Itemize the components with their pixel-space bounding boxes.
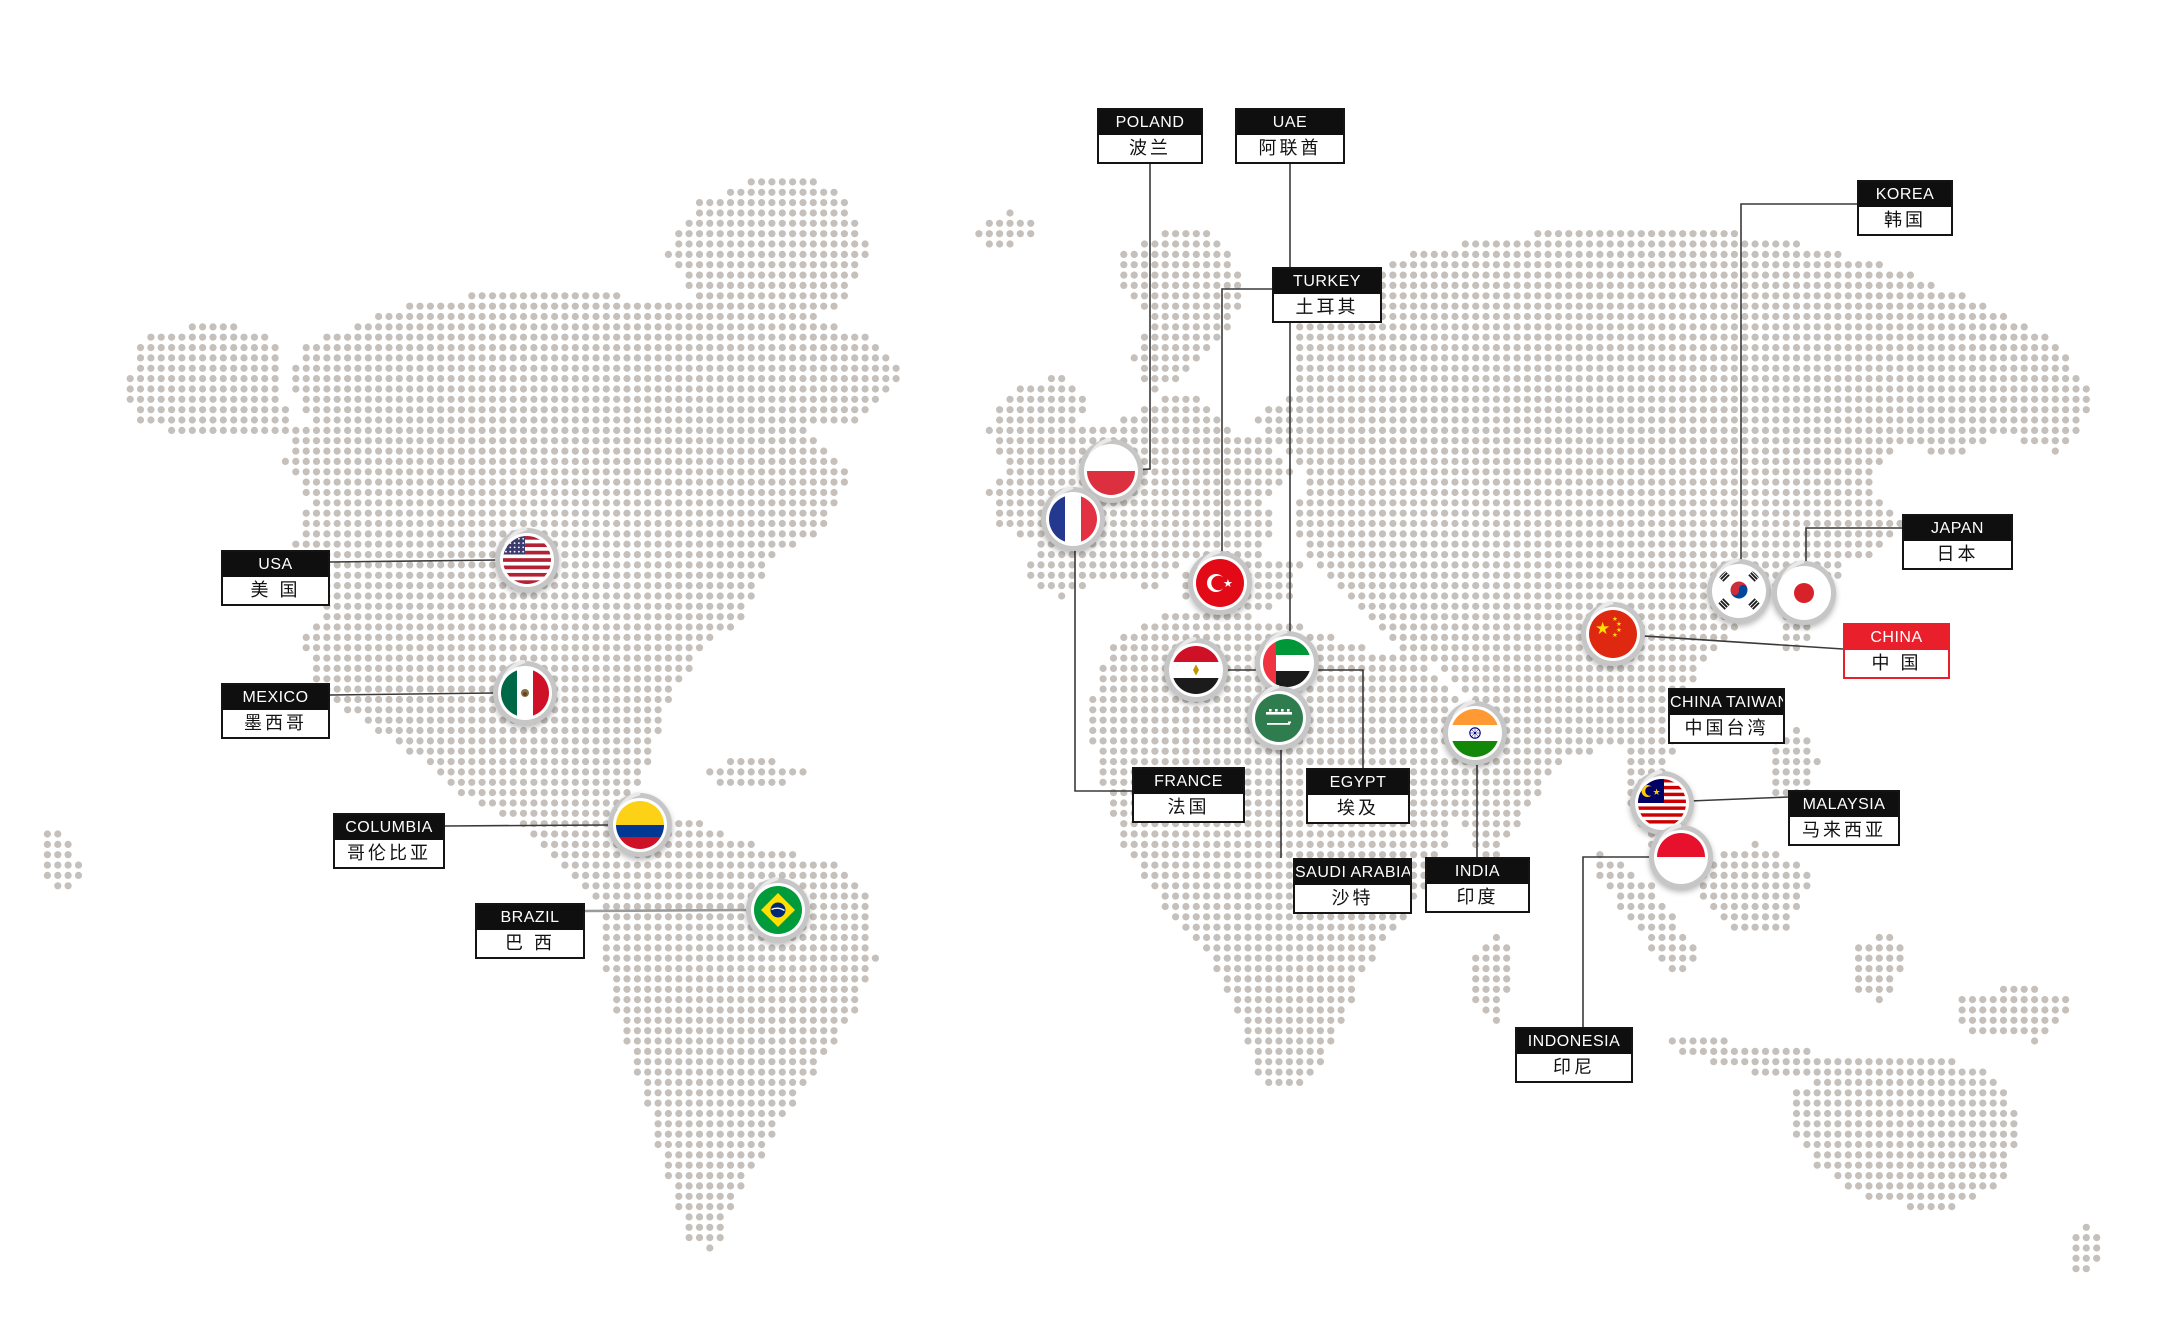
country-name-en: FRANCE <box>1134 769 1243 794</box>
country-name-en: POLAND <box>1099 110 1201 135</box>
country-label-mexico: MEXICO 墨西哥 <box>221 683 330 739</box>
country-name-zh: 哥伦比亚 <box>335 840 443 867</box>
country-name-zh: 沙特 <box>1295 885 1410 912</box>
country-label-usa: USA 美 国 <box>221 550 330 606</box>
country-name-en: CHINA <box>1845 625 1948 650</box>
country-name-zh: 马来西亚 <box>1790 817 1898 844</box>
country-name-en: CHINA TAIWAN <box>1670 690 1783 715</box>
country-label-brazil: BRAZIL 巴 西 <box>475 903 585 959</box>
country-name-zh: 墨西哥 <box>223 710 328 737</box>
country-name-en: UAE <box>1237 110 1343 135</box>
country-label-indonesia: INDONESIA 印尼 <box>1515 1027 1633 1083</box>
country-name-en: USA <box>223 552 328 577</box>
country-name-zh: 中国台湾 <box>1670 715 1783 742</box>
country-name-zh: 巴 西 <box>477 930 583 957</box>
country-label-poland: POLAND 波兰 <box>1097 108 1203 164</box>
country-name-en: BRAZIL <box>477 905 583 930</box>
country-name-zh: 日本 <box>1904 541 2011 568</box>
country-label-japan: JAPAN 日本 <box>1902 514 2013 570</box>
country-label-saudi_arabia: SAUDI ARABIA 沙特 <box>1293 858 1412 914</box>
country-name-en: EGYPT <box>1308 770 1408 795</box>
connector-korea <box>1740 203 1857 560</box>
country-label-china_taiwan: CHINA TAIWAN 中国台湾 <box>1668 688 1785 744</box>
country-name-en: SAUDI ARABIA <box>1295 860 1410 885</box>
country-name-zh: 埃及 <box>1308 795 1408 822</box>
country-label-turkey: TURKEY 土耳其 <box>1272 267 1382 323</box>
connector-china <box>1643 635 1844 650</box>
country-name-zh: 韩国 <box>1859 207 1951 234</box>
country-label-india: INDIA 印度 <box>1425 857 1530 913</box>
country-name-en: MALAYSIA <box>1790 792 1898 817</box>
country-name-zh: 美 国 <box>223 577 328 604</box>
country-name-zh: 印度 <box>1427 884 1528 911</box>
country-name-zh: 法国 <box>1134 794 1243 821</box>
country-name-zh: 印尼 <box>1517 1054 1631 1081</box>
connector-indonesia <box>1582 856 1653 1027</box>
connector-usa <box>329 559 498 563</box>
connector-brazil <box>584 908 748 913</box>
country-name-en: JAPAN <box>1904 516 2011 541</box>
connector-france <box>1074 548 1132 792</box>
connector-japan <box>1805 527 1902 563</box>
country-name-en: MEXICO <box>223 685 328 710</box>
connector-malaysia <box>1689 796 1789 802</box>
country-name-en: TURKEY <box>1274 269 1380 294</box>
country-name-en: COLUMBIA <box>335 815 443 840</box>
country-label-korea: KOREA 韩国 <box>1857 180 1953 236</box>
country-name-en: INDIA <box>1427 859 1528 884</box>
country-label-france: FRANCE 法国 <box>1132 767 1245 823</box>
country-name-en: KOREA <box>1859 182 1951 207</box>
country-label-malaysia: MALAYSIA 马来西亚 <box>1788 790 1900 846</box>
connector-columbia <box>444 824 610 827</box>
connector-turkey <box>1221 288 1272 553</box>
country-label-uae: UAE 阿联酋 <box>1235 108 1345 164</box>
country-name-zh: 波兰 <box>1099 135 1201 162</box>
country-name-zh: 阿联酋 <box>1237 135 1343 162</box>
country-name-zh: 土耳其 <box>1274 294 1380 321</box>
country-label-china: CHINA 中 国 <box>1843 623 1950 679</box>
country-label-columbia: COLUMBIA 哥伦比亚 <box>333 813 445 869</box>
country-label-egypt: EGYPT 埃及 <box>1306 768 1410 824</box>
country-name-en: INDONESIA <box>1517 1029 1631 1054</box>
connector-mexico <box>329 692 495 696</box>
country-name-zh: 中 国 <box>1845 650 1948 677</box>
